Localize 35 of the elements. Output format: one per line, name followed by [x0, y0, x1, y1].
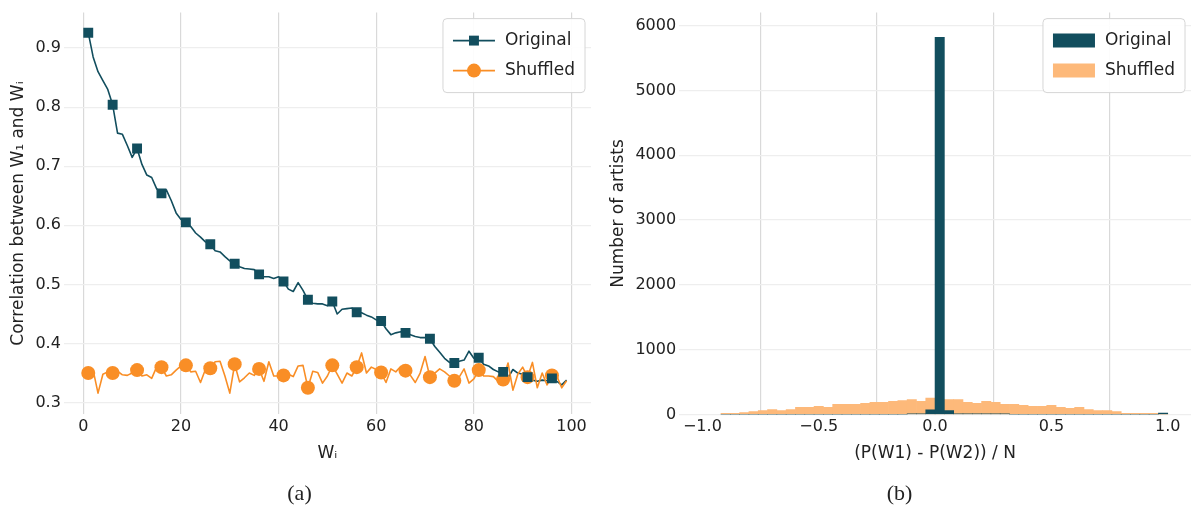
x-tick-label: 20: [170, 416, 192, 436]
y-tick-label: 1000: [635, 338, 677, 358]
y-tick-label: 0.8: [35, 96, 61, 116]
text: (a): [287, 480, 312, 506]
y-tick-label: 6000: [635, 14, 677, 34]
y-tick-label: 4000: [635, 144, 677, 164]
x-tick-label: 60: [366, 416, 387, 436]
y-axis-title: Number of artists: [606, 139, 627, 288]
y-tick-label: 2000: [635, 273, 677, 293]
y-axis-title: Correlation between W₁ and Wᵢ: [6, 81, 27, 346]
x-tick-label: 40: [268, 416, 289, 436]
x-tick-label: 0.5: [1038, 416, 1065, 436]
x-tick-label: −1.0: [682, 416, 722, 436]
legend-label: Shuffled: [1104, 59, 1176, 80]
legend-label: Original: [504, 29, 572, 50]
x-tick-label: 0.0: [922, 416, 948, 436]
legend-label: Shuffled: [504, 59, 576, 80]
x-tick-label: 0: [78, 416, 89, 436]
x-axis-title: Wᵢ: [317, 442, 338, 463]
x-tick-label: −0.5: [799, 416, 839, 436]
x-tick-label: 1.0: [1155, 416, 1181, 436]
y-tick-label: 3000: [635, 209, 677, 229]
y-tick-label: 0.5: [35, 273, 61, 293]
x-tick-label: 100: [556, 416, 587, 436]
x-tick-label: 80: [463, 416, 485, 436]
y-tick-label: 0.4: [35, 332, 61, 352]
y-tick-label: 0: [665, 403, 677, 423]
legend-label: Original: [1104, 29, 1172, 50]
y-tick-label: 0.7: [35, 155, 61, 175]
y-tick-label: 0.9: [35, 37, 61, 57]
text: (b): [886, 480, 913, 506]
y-tick-label: 0.6: [35, 214, 61, 234]
y-tick-label: 5000: [635, 79, 677, 99]
x-axis-title: (P(W1) - P(W2)) / N: [854, 442, 1016, 463]
y-tick-label: 0.3: [35, 391, 61, 411]
